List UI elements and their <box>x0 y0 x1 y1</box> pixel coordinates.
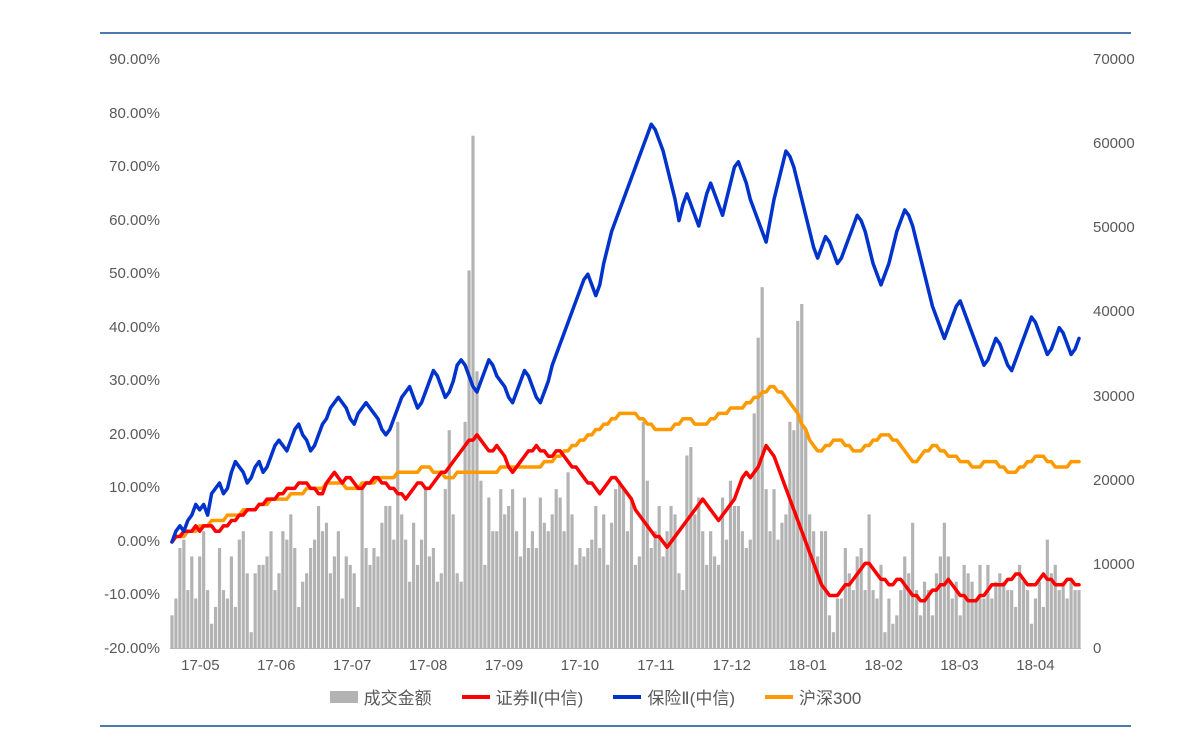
y-left-tick-label: 0.00% <box>100 533 160 550</box>
legend-securities-label: 证券Ⅱ(中信) <box>496 684 584 709</box>
y-left-tick-label: 20.00% <box>100 426 160 443</box>
csi300-swatch <box>765 695 793 699</box>
x-tick-label: 17-11 <box>631 657 681 674</box>
legend-securities: 证券Ⅱ(中信) <box>462 684 584 709</box>
legend: 成交金额 证券Ⅱ(中信) 保险Ⅱ(中信) 沪深300 <box>0 684 1191 709</box>
x-tick-label: 17-09 <box>479 657 529 674</box>
chart-container: -20.00% -10.00% 0.00% 10.00% 20.00% 30.00% 40.… <box>0 0 1191 749</box>
x-tick-label: 18-04 <box>1010 657 1060 674</box>
y-right-tick-label: 10000 <box>1093 556 1153 573</box>
y-left-tick-label: 40.00% <box>100 319 160 336</box>
y-right-tick-label: 70000 <box>1093 51 1153 68</box>
bottom-rule <box>100 725 1131 727</box>
y-right-tick-label: 40000 <box>1093 303 1153 320</box>
y-right-tick-label: 0 <box>1093 640 1153 657</box>
insurance-swatch <box>613 695 641 699</box>
y-left-tick-label: 80.00% <box>100 105 160 122</box>
y-right-tick-label: 50000 <box>1093 219 1153 236</box>
x-tick-label: 17-12 <box>707 657 757 674</box>
y-left-tick-label: 90.00% <box>100 51 160 68</box>
legend-csi300-label: 沪深300 <box>799 684 861 709</box>
x-tick-label: 17-05 <box>175 657 225 674</box>
y-left-tick-label: -20.00% <box>100 640 160 657</box>
y-left-tick-label: 30.00% <box>100 372 160 389</box>
y-right-tick-label: 20000 <box>1093 472 1153 489</box>
legend-insurance-label: 保险Ⅱ(中信) <box>647 684 735 709</box>
legend-volume: 成交金额 <box>330 684 432 709</box>
x-tick-label: 17-07 <box>327 657 377 674</box>
x-tick-label: 18-01 <box>783 657 833 674</box>
securities-swatch <box>462 695 490 699</box>
legend-volume-label: 成交金额 <box>364 684 432 709</box>
chart-svg <box>170 60 1081 649</box>
top-rule <box>100 32 1131 34</box>
legend-csi300: 沪深300 <box>765 684 861 709</box>
x-tick-label: 17-08 <box>403 657 453 674</box>
x-tick-label: 17-10 <box>555 657 605 674</box>
y-left-tick-label: 10.00% <box>100 479 160 496</box>
plot-area <box>170 60 1081 649</box>
y-left-tick-label: 50.00% <box>100 265 160 282</box>
x-tick-label: 18-03 <box>935 657 985 674</box>
x-tick-label: 17-06 <box>251 657 301 674</box>
y-right-tick-label: 30000 <box>1093 388 1153 405</box>
legend-insurance: 保险Ⅱ(中信) <box>613 684 735 709</box>
y-left-tick-label: -10.00% <box>100 586 160 603</box>
x-tick-label: 18-02 <box>859 657 909 674</box>
volume-swatch <box>330 691 358 703</box>
y-left-tick-label: 70.00% <box>100 158 160 175</box>
y-right-tick-label: 60000 <box>1093 135 1153 152</box>
y-left-tick-label: 60.00% <box>100 212 160 229</box>
